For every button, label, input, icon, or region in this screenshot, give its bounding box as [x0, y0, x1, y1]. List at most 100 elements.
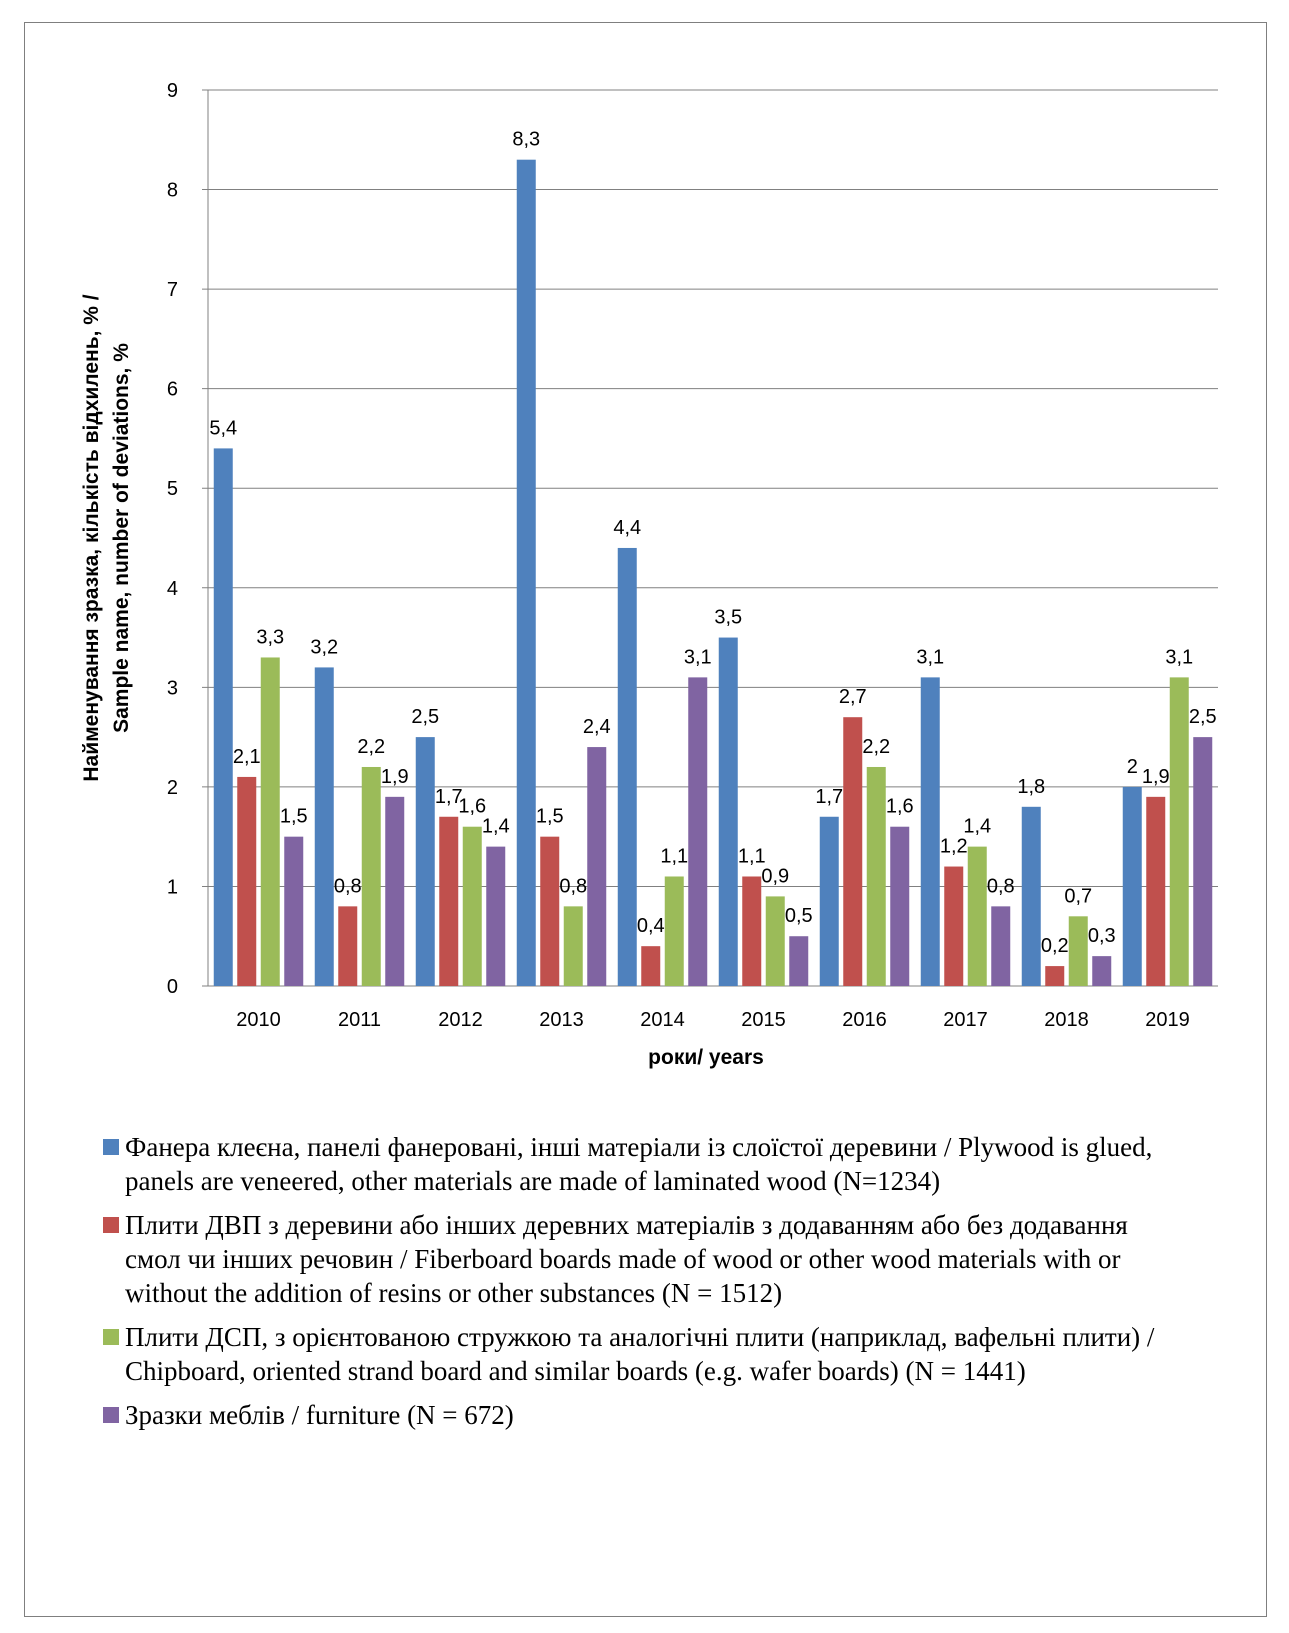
bar	[415, 737, 435, 986]
bar	[1169, 677, 1189, 986]
bar	[866, 766, 886, 986]
data-label: 0,2	[1041, 935, 1069, 957]
bar	[338, 906, 358, 986]
bar	[540, 836, 560, 986]
data-label: 1,5	[280, 806, 308, 828]
bar	[1146, 796, 1166, 986]
data-label: 0,7	[1064, 885, 1092, 907]
y-axis-title-line2: Sample name, number of deviations, %	[110, 343, 133, 733]
bar	[843, 717, 863, 986]
data-label: 0,9	[761, 865, 789, 887]
y-tick-label: 0	[167, 976, 178, 998]
data-label: 0,8	[987, 875, 1015, 897]
data-labels: 5,42,13,31,53,20,82,21,92,51,71,61,48,31…	[209, 129, 1216, 957]
bar	[361, 766, 381, 986]
bar	[617, 547, 637, 986]
x-category-label: 2011	[338, 1009, 381, 1031]
bar	[516, 159, 536, 986]
bar	[718, 637, 738, 986]
data-label: 2,1	[233, 746, 261, 768]
x-category-label: 2017	[943, 1009, 988, 1031]
x-category-label: 2010	[236, 1009, 281, 1031]
legend-swatch	[103, 1329, 119, 1345]
x-axis-categories: 2010 2011 2012 2013 2014 2015 2016 2017 2018 2019	[236, 1009, 1190, 1031]
y-axis-title: Найменування зразка, кількість відхилень…	[80, 294, 133, 781]
data-label: 2	[1127, 756, 1138, 778]
x-category-label: 2013	[539, 1009, 584, 1031]
data-label: 1,8	[1017, 776, 1045, 798]
legend-label: Плити ДСП, з орієнтованою стружкою та ан…	[125, 1322, 1155, 1386]
bar	[688, 677, 708, 986]
x-category-label: 2018	[1044, 1009, 1089, 1031]
bars	[213, 159, 1213, 986]
legend-item: Фанера клеєна, панелі фанеровані, інші м…	[103, 1130, 1183, 1198]
y-tick-label: 8	[167, 180, 178, 202]
data-label: 1,9	[381, 766, 409, 788]
data-label: 0,4	[637, 915, 665, 937]
y-tick-label: 9	[167, 80, 178, 102]
bar	[1122, 786, 1142, 986]
bar	[789, 936, 809, 986]
data-label: 3,2	[310, 636, 338, 658]
data-label: 2,7	[839, 686, 867, 708]
data-label: 3,1	[1165, 646, 1193, 668]
data-label: 1,7	[435, 786, 463, 808]
y-tick-label: 3	[167, 677, 178, 699]
x-category-label: 2015	[741, 1009, 786, 1031]
y-tick-label: 1	[167, 876, 178, 898]
legend-swatch	[103, 1139, 119, 1155]
bar	[237, 776, 257, 986]
gridlines	[202, 89, 1218, 987]
y-axis-title-line1: Найменування зразка, кількість відхилень…	[80, 294, 103, 781]
data-label: 2,5	[1189, 706, 1217, 728]
bar	[991, 906, 1011, 986]
legend-item: Зразки меблів / furniture (N = 672)	[103, 1398, 1183, 1432]
legend-swatch	[103, 1407, 119, 1423]
data-label: 1,4	[963, 816, 991, 838]
legend-label: Фанера клеєна, панелі фанеровані, інші м…	[125, 1132, 1153, 1196]
data-label: 1,7	[815, 786, 843, 808]
bar	[765, 896, 785, 986]
y-tick-label: 4	[167, 578, 178, 600]
bar	[486, 846, 506, 986]
bar	[439, 816, 459, 986]
data-label: 4,4	[613, 517, 641, 539]
x-axis-title: роки/ years	[648, 1046, 764, 1069]
data-label: 3,1	[916, 646, 944, 668]
bar	[920, 677, 940, 986]
data-label: 1,9	[1142, 766, 1170, 788]
y-tick-label: 6	[167, 379, 178, 401]
x-category-label: 2014	[640, 1009, 685, 1031]
data-label: 5,4	[209, 417, 237, 439]
data-label: 2,2	[357, 736, 385, 758]
bar	[967, 846, 987, 986]
bar	[1092, 956, 1112, 986]
bar	[641, 946, 661, 986]
bar	[742, 876, 762, 986]
data-label: 1,1	[738, 845, 766, 867]
data-label: 1,4	[482, 816, 510, 838]
data-label: 2,5	[411, 706, 439, 728]
data-label: 1,5	[536, 806, 564, 828]
legend-item: Плити ДВП з деревини або інших деревних …	[103, 1208, 1183, 1310]
data-label: 0,5	[785, 905, 813, 927]
data-label: 0,8	[559, 875, 587, 897]
data-label: 3,1	[684, 646, 712, 668]
bar	[462, 826, 482, 986]
data-label: 3,3	[256, 626, 284, 648]
bar	[284, 836, 304, 986]
data-label: 2,2	[862, 736, 890, 758]
bar	[260, 657, 280, 986]
data-label: 8,3	[512, 129, 540, 151]
bar	[213, 448, 233, 986]
data-label: 3,5	[714, 607, 742, 629]
y-tick-label: 2	[167, 777, 178, 799]
x-category-label: 2016	[842, 1009, 887, 1031]
bar	[385, 796, 405, 986]
bar	[944, 866, 964, 986]
x-category-label: 2012	[438, 1009, 483, 1031]
legend-swatch	[103, 1217, 119, 1233]
data-label: 2,4	[583, 716, 611, 738]
bar	[1045, 966, 1065, 986]
